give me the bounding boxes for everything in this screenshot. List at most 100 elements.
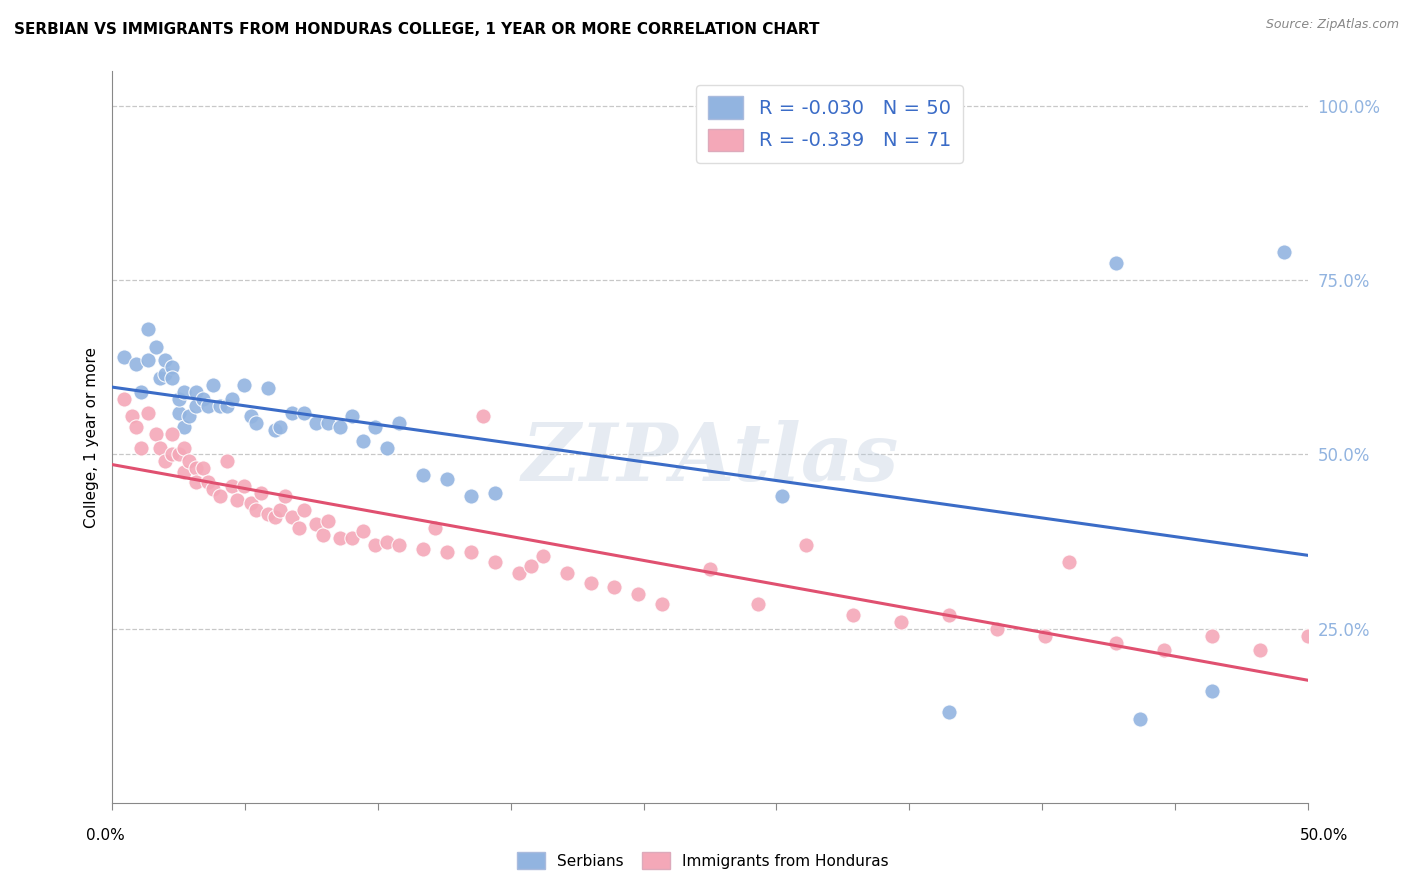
Text: Source: ZipAtlas.com: Source: ZipAtlas.com (1265, 18, 1399, 31)
Point (627, 587, 650, 601)
Point (938, 607, 960, 622)
Point (603, 580, 626, 594)
Point (240, 496, 263, 510)
Point (364, 419, 387, 434)
Point (225, 492, 247, 507)
Text: 50.0%: 50.0% (1301, 828, 1348, 843)
Point (129, 441, 152, 455)
Point (1272, 245, 1295, 260)
Point (240, 409, 263, 424)
Point (352, 434, 374, 448)
Point (233, 377, 256, 392)
Point (138, 322, 160, 336)
Point (264, 423, 287, 437)
Point (257, 507, 280, 521)
Point (169, 406, 191, 420)
Point (329, 419, 352, 434)
Point (292, 406, 315, 420)
Point (186, 461, 208, 475)
Point (412, 541, 434, 556)
Point (129, 384, 152, 399)
Text: 0.0%: 0.0% (86, 828, 125, 843)
Point (1153, 642, 1175, 657)
Point (149, 371, 172, 385)
Point (340, 409, 363, 424)
Point (352, 524, 374, 538)
Text: SERBIAN VS IMMIGRANTS FROM HONDURAS COLLEGE, 1 YEAR OR MORE CORRELATION CHART: SERBIAN VS IMMIGRANTS FROM HONDURAS COLL… (14, 22, 820, 37)
Point (312, 527, 335, 541)
Point (125, 419, 148, 434)
Point (794, 538, 817, 552)
Point (245, 503, 267, 517)
Legend: R = -0.030   N = 50, R = -0.339   N = 71: R = -0.030 N = 50, R = -0.339 N = 71 (696, 85, 963, 162)
Point (201, 377, 224, 392)
Point (281, 406, 304, 420)
Point (233, 479, 256, 493)
Point (193, 392, 215, 406)
Point (209, 489, 232, 503)
Point (651, 597, 673, 611)
Point (1105, 635, 1128, 649)
Point (579, 576, 602, 591)
Point (197, 399, 219, 413)
Text: ZIPAtlas: ZIPAtlas (522, 420, 898, 498)
Y-axis label: College, 1 year or more: College, 1 year or more (83, 347, 98, 527)
Point (484, 556, 506, 570)
Point (173, 465, 195, 479)
Point (699, 562, 721, 576)
Point (531, 549, 554, 563)
Point (425, 521, 447, 535)
Point (125, 357, 148, 371)
Point (1033, 629, 1056, 643)
Point (217, 399, 239, 413)
Point (264, 510, 287, 524)
Point (460, 545, 482, 559)
Point (169, 448, 191, 462)
Point (153, 454, 176, 468)
Point (177, 454, 200, 468)
Point (305, 517, 328, 532)
Point (1057, 556, 1080, 570)
Point (177, 409, 200, 424)
Point (153, 368, 176, 382)
Point (377, 441, 399, 455)
Point (249, 485, 271, 500)
Point (292, 503, 315, 517)
Point (1201, 629, 1223, 643)
Point (114, 392, 135, 406)
Point (364, 538, 387, 552)
Point (412, 468, 434, 483)
Point (842, 607, 865, 622)
Point (316, 416, 339, 430)
Point (186, 475, 208, 490)
Point (555, 566, 578, 580)
Point (484, 485, 506, 500)
Point (257, 381, 280, 395)
Point (460, 489, 482, 503)
Point (149, 441, 172, 455)
Point (173, 441, 195, 455)
Point (173, 419, 195, 434)
Point (329, 531, 352, 545)
Point (138, 353, 160, 368)
Point (217, 454, 239, 468)
Point (269, 419, 291, 434)
Point (221, 392, 243, 406)
Point (162, 448, 183, 462)
Point (169, 392, 191, 406)
Point (138, 406, 160, 420)
Point (1105, 256, 1128, 270)
Point (1249, 642, 1271, 657)
Point (145, 339, 167, 353)
Point (114, 350, 135, 364)
Point (1296, 629, 1319, 643)
Point (388, 538, 411, 552)
Point (288, 521, 311, 535)
Point (1129, 712, 1152, 726)
Point (281, 510, 304, 524)
Point (986, 622, 1008, 636)
Point (162, 426, 183, 441)
Point (162, 371, 183, 385)
Point (209, 399, 232, 413)
Point (221, 479, 243, 493)
